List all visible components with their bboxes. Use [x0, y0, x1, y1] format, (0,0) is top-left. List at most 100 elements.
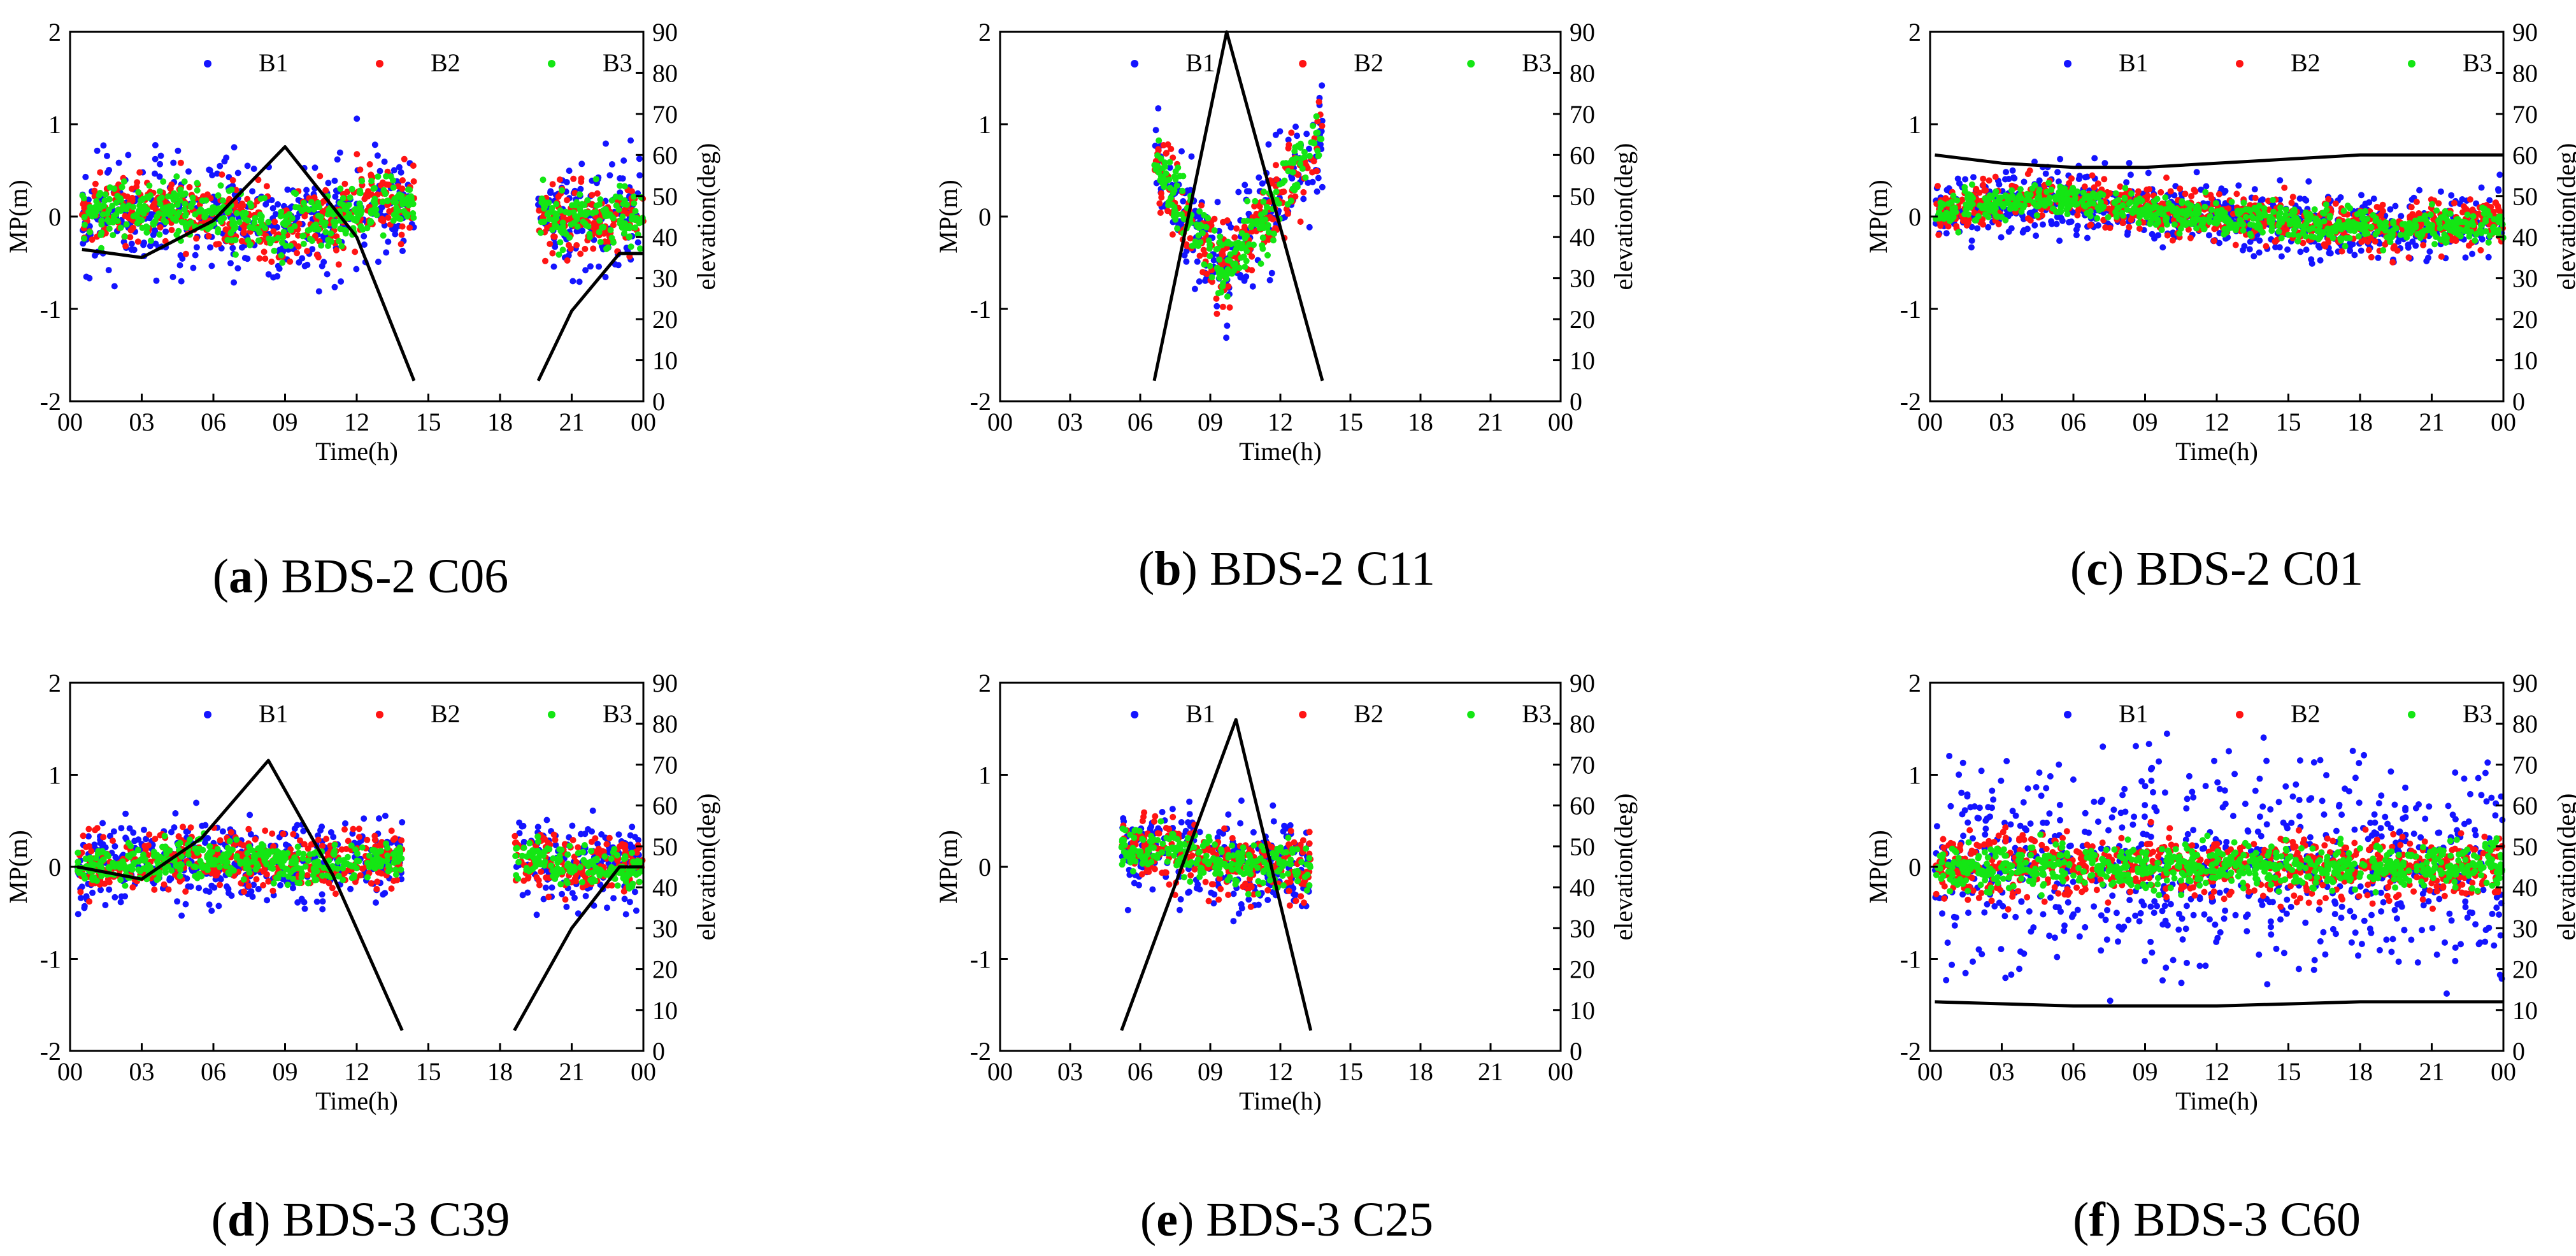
point-b1	[152, 240, 159, 247]
x-tick-label: 03	[1989, 408, 2015, 436]
point-b1	[2387, 206, 2394, 213]
point-b1	[176, 262, 183, 269]
point-b2	[564, 257, 571, 264]
point-b3	[1171, 173, 1178, 180]
point-b1	[102, 902, 109, 908]
point-b1	[1243, 273, 1250, 280]
point-b3	[2382, 227, 2389, 234]
point-b3	[2457, 232, 2464, 239]
chart-panel-c: 00 03 06 09 12 15 18 21 00-2-1012010203040506070…	[1864, 18, 2576, 466]
point-b1	[276, 246, 283, 253]
point-b1	[153, 277, 160, 284]
point-b3	[295, 204, 302, 211]
point-b2	[2074, 211, 2081, 218]
point-b3	[341, 206, 348, 213]
point-b3	[144, 206, 151, 213]
point-b2	[1278, 189, 1285, 196]
point-b1	[331, 283, 338, 290]
point-b3	[322, 229, 329, 236]
point-b3	[2087, 213, 2094, 220]
point-b3	[287, 243, 294, 249]
point-b1	[1319, 82, 1326, 89]
point-b1	[2193, 169, 2200, 176]
point-b3	[1289, 169, 1296, 176]
point-b1	[1272, 131, 1279, 138]
point-b3	[1205, 215, 1212, 222]
point-b1	[1266, 276, 1273, 283]
y2-tick-label: 70	[652, 100, 678, 129]
point-b3	[2002, 192, 2009, 199]
point-b3	[189, 194, 196, 201]
point-b3	[369, 209, 376, 216]
point-b2	[122, 243, 129, 250]
point-b1	[1256, 174, 1263, 181]
point-b1	[284, 186, 291, 193]
point-b1	[162, 228, 169, 235]
point-b2	[315, 253, 322, 260]
point-b2	[124, 193, 131, 200]
point-b3	[2456, 226, 2463, 233]
point-b3	[2240, 227, 2247, 234]
point-b3	[592, 176, 599, 183]
point-b1	[2011, 175, 2018, 182]
y2-tick-label: 0	[652, 387, 665, 416]
point-b2	[2089, 172, 2096, 179]
point-b3	[410, 201, 417, 208]
point-b2	[2169, 237, 2176, 244]
point-b1	[1300, 196, 1307, 203]
point-b1	[324, 271, 331, 278]
y2-tick-label: 30	[2512, 264, 2538, 293]
point-b1	[185, 168, 192, 175]
point-b1	[1223, 334, 1230, 341]
point-b2	[2081, 183, 2088, 190]
point-b1	[227, 260, 234, 267]
point-b1	[2003, 169, 2010, 176]
point-b3	[2122, 185, 2129, 192]
point-b2	[2167, 188, 2174, 195]
point-b2	[205, 232, 212, 239]
point-b3	[2238, 218, 2245, 225]
point-b3	[619, 213, 626, 220]
point-b1	[1214, 199, 1221, 206]
point-b3	[2119, 210, 2126, 217]
point-b2	[2215, 190, 2222, 197]
y2-tick-label: 70	[2512, 100, 2538, 129]
point-b2	[568, 245, 574, 252]
point-b3	[310, 206, 317, 213]
point-b1	[81, 904, 88, 911]
x-tick-label: 00	[1917, 408, 1943, 436]
point-b3	[1244, 197, 1251, 204]
point-b3	[2290, 231, 2297, 238]
point-b3	[182, 190, 189, 197]
point-b2	[610, 222, 617, 229]
point-b3	[275, 234, 282, 241]
legend-label-b3: B3	[1522, 48, 1552, 77]
y-tick-label: -1	[1900, 295, 1921, 324]
point-b3	[404, 186, 411, 193]
point-b1	[231, 279, 238, 286]
point-b2	[410, 178, 417, 185]
point-b3	[2486, 211, 2493, 218]
point-b2	[555, 193, 562, 200]
point-b1	[587, 263, 594, 270]
point-b3	[106, 218, 113, 225]
point-b3	[2206, 218, 2213, 225]
point-b3	[1213, 246, 1220, 253]
point-b3	[2012, 200, 2019, 207]
point-b1	[2123, 179, 2130, 186]
point-b3	[337, 185, 344, 192]
point-b1	[371, 141, 378, 148]
point-b1	[2031, 222, 2038, 229]
point-b3	[1310, 122, 1316, 129]
point-b3	[311, 226, 318, 232]
point-b3	[1945, 200, 1952, 207]
y2-tick-label: 80	[1570, 59, 1595, 87]
elevation-line	[82, 145, 643, 382]
point-b3	[537, 229, 544, 236]
point-b3	[1157, 155, 1164, 162]
point-b1	[128, 240, 135, 247]
point-b2	[1284, 210, 1291, 217]
point-b2	[1164, 208, 1171, 215]
point-b1	[381, 158, 388, 165]
point-b1	[596, 263, 603, 270]
